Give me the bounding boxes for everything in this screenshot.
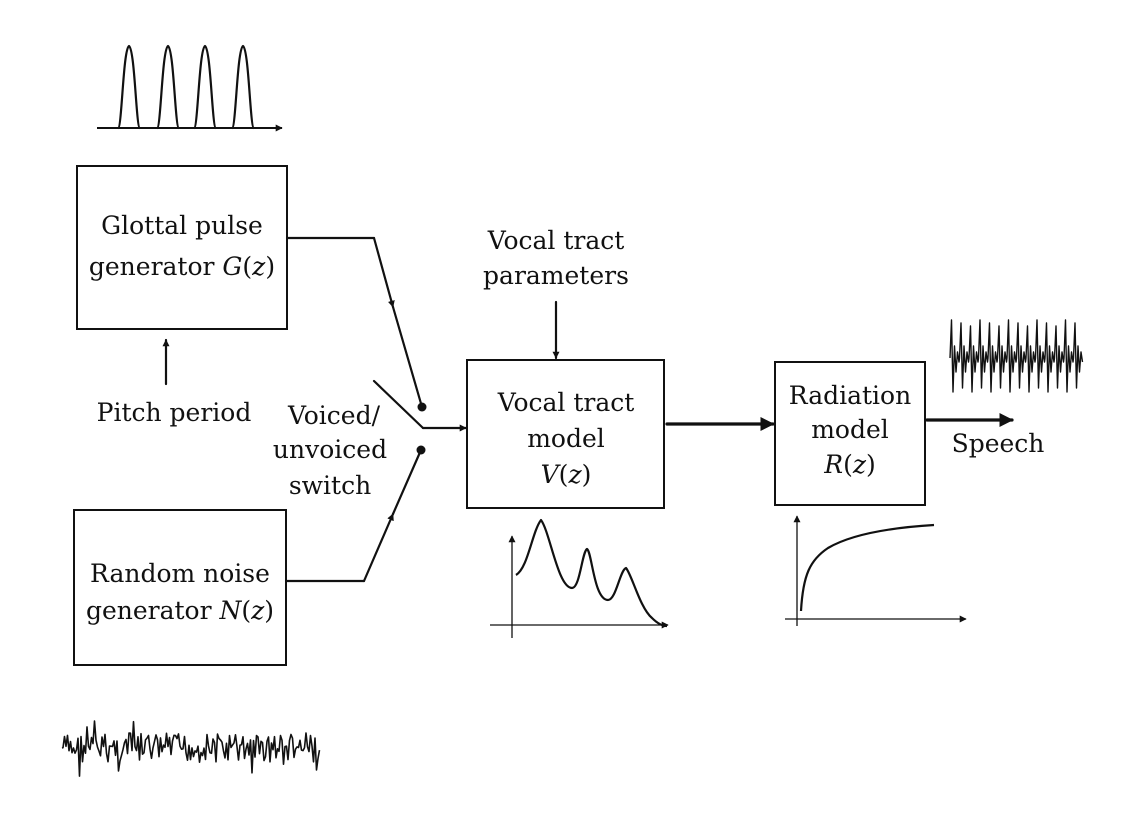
radiation-block-line3: R(z): [823, 450, 876, 479]
params-label-line2: parameters: [483, 261, 629, 290]
radiation-response-plot: [785, 515, 967, 626]
vocal-block-line2: model: [527, 424, 605, 453]
glottal-block-line2: generator G(z): [89, 252, 275, 281]
glottal-pulse-generator-block: Glottal pulse generator G(z): [76, 165, 288, 330]
speech-output-label: Speech: [952, 429, 1045, 458]
radiation-block-line1: Radiation: [789, 381, 911, 410]
radiation-block-line2: model: [811, 415, 889, 444]
radiation-model-block: Radiation model R(z): [774, 361, 926, 506]
speech-waveform: [949, 319, 1084, 393]
voiced-unvoiced-switch: [284, 236, 468, 583]
switch-label-line2: unvoiced: [273, 435, 387, 464]
noise-block-line1: Random noise: [90, 559, 270, 588]
noise-waveform: [61, 720, 321, 777]
vocal-block-line3: V(z): [541, 460, 592, 489]
vocal-tract-model-block: Vocal tract model V(z): [466, 359, 665, 509]
switch-label-line3: switch: [289, 471, 371, 500]
params-label-line1: Vocal tract: [487, 226, 625, 255]
noise-block-line2: generator N(z): [86, 596, 274, 625]
vocal-block-line1: Vocal tract: [497, 388, 635, 417]
pitch-period-label: Pitch period: [97, 398, 252, 427]
random-noise-generator-block: Random noise generator N(z): [73, 509, 287, 666]
glottal-block-line1: Glottal pulse: [101, 211, 263, 240]
glottal-pulse-waveform: [97, 44, 283, 132]
vocal-tract-response-plot: [490, 518, 669, 638]
switch-label-line1: Voiced/: [287, 401, 381, 430]
